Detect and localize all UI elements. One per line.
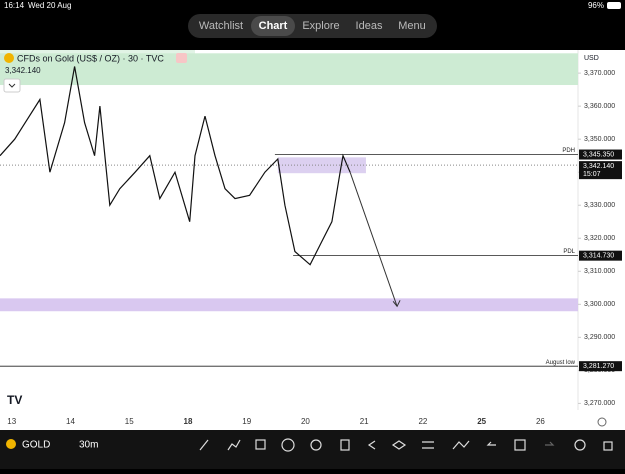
y-tick-label: 3,350.000 (584, 136, 615, 143)
share-icon[interactable] (603, 441, 613, 451)
price-line (0, 66, 351, 266)
collapse-button[interactable] (3, 78, 21, 93)
status-time: 16:14 (4, 1, 25, 10)
level-name: August low (546, 360, 576, 366)
x-tick-label: 14 (66, 417, 75, 426)
candles-icon[interactable] (340, 439, 350, 451)
toolbar-interval[interactable]: 30m (79, 440, 98, 451)
x-tick-label: 19 (242, 417, 251, 426)
symbol-flag (176, 53, 187, 63)
arrow-head (392, 300, 401, 308)
level-name: PDH (562, 148, 575, 154)
nav-tab[interactable]: Explore (302, 20, 339, 32)
status-battery: 96% (588, 1, 604, 10)
symbol-bg (0, 50, 195, 65)
symbol-icon (4, 53, 14, 63)
nav-tab[interactable]: Watchlist (199, 20, 243, 32)
x-tick-label: 22 (418, 417, 427, 426)
layers-icon[interactable] (391, 440, 407, 450)
settings-icon[interactable] (597, 417, 607, 427)
y-tick-label: 3,290.000 (584, 334, 615, 341)
nav-tab-selected (251, 16, 295, 36)
currency: USD (584, 55, 599, 62)
x-tick-label: 20 (301, 417, 310, 426)
indicators-icon[interactable] (227, 439, 241, 451)
x-tick-label: 15 (125, 417, 134, 426)
toolbar-symbol[interactable]: GOLD (22, 440, 50, 451)
y-tick-label: 3,330.000 (584, 202, 615, 209)
status-date: Wed 20 Aug (28, 1, 71, 10)
alert-icon[interactable] (310, 439, 322, 451)
add-alert-icon[interactable] (574, 439, 586, 451)
header-price: 3,342.140 (5, 66, 41, 75)
layout-icon[interactable] (255, 439, 266, 450)
level-name: PDL (563, 249, 575, 255)
x-tick-label: 26 (536, 417, 545, 426)
draw-icon[interactable] (199, 439, 209, 451)
settings2-icon[interactable] (422, 441, 434, 449)
y-tick-label: 3,320.000 (584, 235, 615, 242)
fullscreen-icon[interactable] (514, 439, 526, 451)
y-tick-label: 3,270.000 (584, 400, 615, 407)
x-tick-label: 18 (184, 417, 193, 426)
battery-icon (607, 2, 621, 9)
x-tick-label: 13 (7, 417, 16, 426)
gold-icon (6, 439, 16, 449)
y-tick-label: 3,360.000 (584, 103, 615, 110)
nav-pill (188, 14, 437, 38)
arrow (349, 172, 398, 307)
level-price-box (579, 250, 622, 261)
zone (0, 298, 578, 312)
level-price-box (579, 361, 622, 372)
undo-icon[interactable] (486, 441, 496, 446)
countdown: 15:07 (583, 171, 601, 178)
replay-icon[interactable] (367, 440, 376, 450)
y-tick-label: 3,370.000 (584, 70, 615, 77)
current-price-box (579, 161, 622, 180)
x-tick-label: 21 (360, 417, 369, 426)
current-price: 3,342.140 (583, 163, 614, 170)
chevron (8, 83, 16, 88)
symbol-title: CFDs on Gold (US$ / OZ) · 30 · TVC (17, 53, 164, 63)
level-price: 3,281.270 (583, 363, 614, 370)
y-tick-label: 3,300.000 (584, 301, 615, 308)
nav-tab[interactable]: Ideas (356, 20, 383, 32)
add-icon[interactable] (281, 438, 295, 452)
level-price: 3,345.350 (583, 151, 614, 158)
nav-tab[interactable]: Chart (259, 20, 288, 32)
level-price-box (579, 149, 622, 160)
x-tick-label: 25 (477, 417, 486, 426)
y-tick-label: 3,310.000 (584, 268, 615, 275)
redo-icon[interactable] (545, 441, 555, 446)
logo: TV (7, 393, 22, 407)
chart-area (0, 50, 625, 430)
compare-icon[interactable] (452, 440, 470, 450)
level-price: 3,314.730 (583, 253, 614, 260)
nav-tab[interactable]: Menu (398, 20, 426, 32)
